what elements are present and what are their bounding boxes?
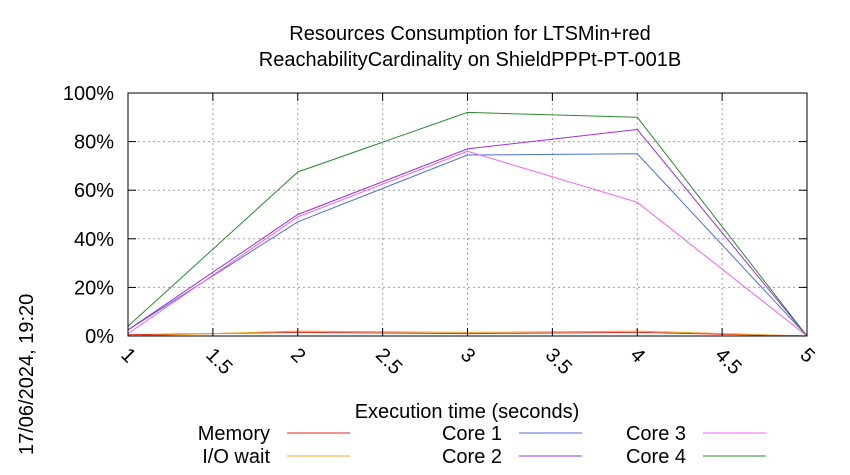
grid-lines (128, 93, 807, 336)
x-tick-label: 4 (626, 344, 649, 367)
legend-label: Core 1 (442, 423, 502, 445)
legend-label: Core 4 (626, 446, 686, 468)
y-tick-label: 60% (74, 180, 114, 202)
legend-label: Core 2 (442, 446, 502, 468)
x-axis-label: Execution time (seconds) (355, 401, 580, 423)
series-line-core-4 (127, 111, 808, 337)
chart-title-line2: ReachabilityCardinality on ShieldPPPt-PT… (259, 49, 681, 71)
y-tick-label: 0% (85, 326, 114, 348)
series-line-core-1 (127, 153, 808, 337)
legend-label: Core 3 (626, 423, 686, 445)
x-tick-label: 1 (116, 344, 139, 367)
y-tick-label: 20% (74, 277, 114, 299)
x-tick-label: 1.5 (201, 344, 236, 379)
x-tick-label: 2.5 (371, 344, 406, 379)
x-tick-label: 2 (286, 344, 309, 367)
x-tick-label: 4.5 (711, 344, 746, 379)
legend-label: Memory (198, 423, 270, 445)
chart-title-line1: Resources Consumption for LTSMin+red (289, 23, 650, 45)
y-tick-label: 100% (63, 83, 114, 105)
series-line-core-2 (127, 128, 808, 337)
x-tick-label: 5 (795, 344, 818, 367)
series-line-core-3 (127, 150, 808, 337)
x-tick-label: 3 (456, 344, 479, 367)
legend-label: I/O wait (202, 446, 270, 468)
timestamp-label: 17/06/2024, 19:20 (16, 294, 38, 455)
y-tick-label: 80% (74, 132, 114, 154)
y-tick-label: 40% (74, 229, 114, 251)
x-tick-label: 3.5 (541, 344, 576, 379)
